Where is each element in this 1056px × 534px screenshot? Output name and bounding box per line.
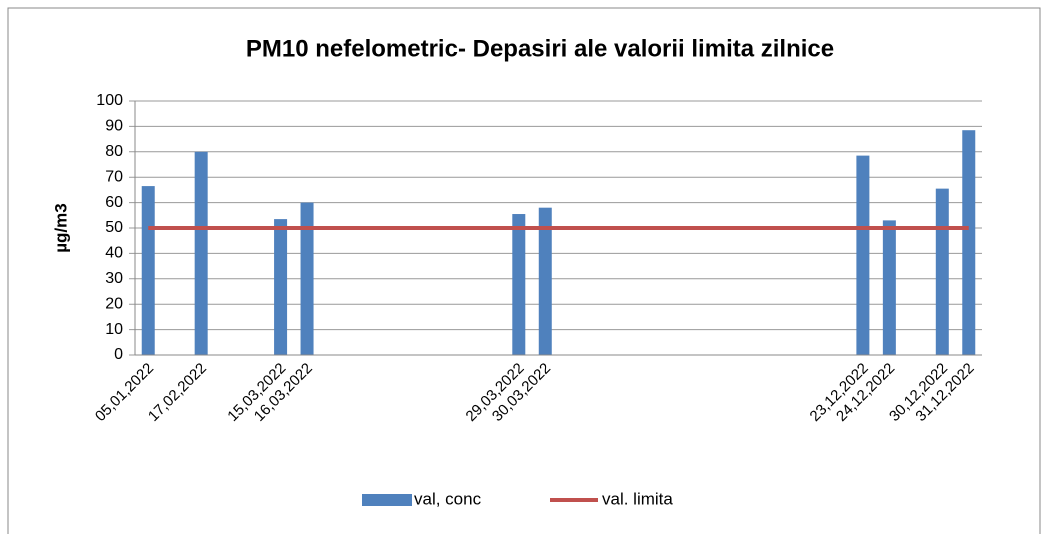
bar [856, 155, 870, 355]
legend-swatch [362, 494, 412, 506]
bar [512, 214, 526, 355]
y-tick-label: 0 [114, 346, 123, 363]
y-tick-label: 100 [96, 92, 123, 109]
legend-label: val. limita [602, 489, 673, 508]
y-tick-label: 40 [105, 245, 123, 262]
bar [538, 207, 552, 355]
bar [274, 219, 288, 355]
y-tick-label: 30 [105, 270, 123, 287]
legend-label: val, conc [414, 489, 482, 508]
y-tick-label: 20 [105, 295, 123, 312]
y-tick-label: 60 [105, 194, 123, 211]
y-tick-label: 50 [105, 219, 123, 236]
y-tick-label: 10 [105, 321, 123, 338]
bar [141, 186, 155, 355]
y-tick-label: 80 [105, 143, 123, 160]
bar [882, 220, 896, 355]
y-tick-label: 70 [105, 168, 123, 185]
bar [935, 188, 949, 355]
y-tick-label: 90 [105, 118, 123, 135]
bar [194, 151, 208, 355]
bar [962, 130, 976, 355]
bar [300, 202, 314, 355]
chart-title: PM10 nefelometric- Depasiri ale valorii … [246, 35, 834, 62]
y-axis-label: µg/m3 [51, 203, 70, 252]
